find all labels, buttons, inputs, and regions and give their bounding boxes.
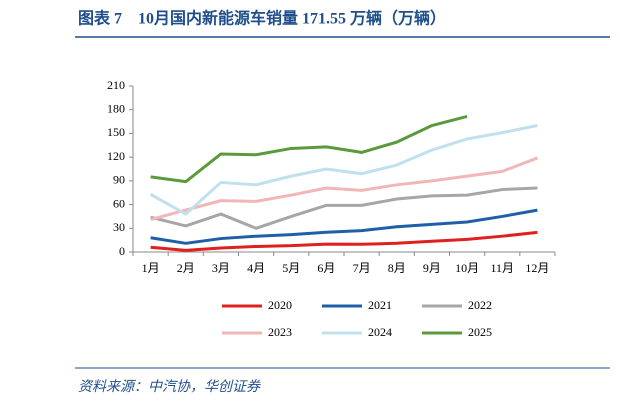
x-tick-label: 12月 [525,261,549,275]
y-tick-label: 90 [113,173,125,187]
source: 资料来源：中汽协，华创证券 [78,379,261,395]
legend-label: 2024 [368,325,392,339]
x-tick-label: 3月 [212,261,230,275]
x-tick-label: 9月 [423,261,441,275]
x-tick-label: 2月 [177,261,195,275]
series-line [150,186,538,230]
y-tick-label: 0 [119,244,125,258]
series-line [149,124,538,216]
x-tick-label: 11月 [490,261,514,275]
legend-label: 2023 [268,325,292,339]
legend-label: 2025 [468,325,492,339]
x-tick-label: 8月 [388,261,406,275]
y-tick-label: 150 [107,125,125,139]
y-tick-label: 180 [107,101,125,115]
x-tick-label: 1月 [142,261,160,275]
series-line [150,230,538,252]
x-tick-label: 5月 [282,261,300,275]
series-line [150,208,538,245]
legend-label: 2021 [368,298,392,312]
series-line [150,156,538,222]
y-tick-label: 120 [107,149,125,163]
x-tick-label: 6月 [317,261,335,275]
y-tick-label: 60 [113,196,125,210]
x-tick-label: 7月 [353,261,371,275]
chart-title: 图表 7 10月国内新能源车销量 171.55 万辆（万辆） [78,9,446,28]
x-tick-label: 4月 [247,261,265,275]
series-line [150,114,468,184]
legend-label: 2020 [268,298,292,312]
legend-label: 2022 [468,298,492,312]
y-tick-label: 30 [113,220,125,234]
y-tick-label: 210 [107,78,125,92]
x-tick-label: 10月 [455,261,479,275]
